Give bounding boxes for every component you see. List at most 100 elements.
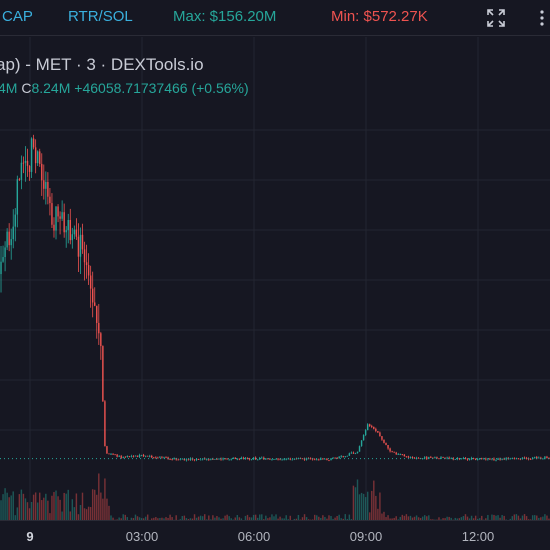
candle-body (59, 216, 61, 219)
volume-bar (360, 492, 363, 520)
candle-body (393, 451, 395, 453)
candlestick-chart[interactable] (0, 0, 550, 520)
volume-bar (534, 515, 536, 520)
volume-bar (265, 515, 267, 520)
candle-body (405, 456, 408, 458)
candle-body (413, 457, 416, 459)
candle-body (340, 456, 342, 457)
more-button[interactable] (534, 6, 550, 30)
volume-bar (256, 517, 259, 520)
candle-body (369, 424, 371, 427)
candle-body (322, 458, 324, 460)
volume-bar (369, 512, 371, 520)
candle-body (318, 459, 320, 461)
volume-bar (259, 514, 261, 520)
volume-bar (59, 499, 61, 520)
candle-body (254, 457, 257, 460)
candle-body (464, 458, 467, 459)
volume-bar (499, 517, 501, 520)
volume-bar (104, 478, 106, 520)
pair-toggle[interactable]: RTR/SOL (68, 8, 133, 25)
candles (0, 134, 550, 462)
candle-body (73, 229, 76, 235)
candle-body (256, 459, 259, 461)
candle-body (261, 457, 263, 459)
volume-bar (240, 518, 243, 520)
volume-bar (503, 515, 505, 520)
candle-body (163, 457, 165, 459)
volume-bar (134, 514, 137, 520)
volume-bar (411, 517, 414, 520)
candle-body (434, 457, 436, 459)
volume-bar (16, 507, 19, 520)
volume-bar (175, 515, 177, 520)
candle-body (381, 436, 383, 440)
volume-bar (318, 516, 320, 520)
volume-bar (481, 515, 483, 520)
volume-bar (493, 514, 495, 520)
volume-bar (326, 518, 328, 520)
volume-bar (336, 515, 338, 520)
candle-body (120, 456, 122, 458)
fullscreen-icon (487, 9, 505, 27)
candle-body (346, 455, 349, 457)
volume-bar (344, 514, 346, 520)
candle-body (438, 458, 440, 460)
volume-bar (540, 517, 542, 520)
candle-body (330, 458, 332, 461)
volume-bar (185, 518, 188, 520)
candle-body (513, 458, 516, 460)
volume-bar (466, 516, 469, 520)
volume-bar (417, 517, 420, 520)
candle-body (144, 455, 147, 457)
time-axis[interactable]: 9 03:00 06:00 09:00 12:00 (0, 520, 550, 550)
candle-body (481, 458, 483, 460)
candle-body (155, 457, 157, 459)
volume-bar (401, 514, 404, 520)
fullscreen-button[interactable] (484, 6, 508, 30)
candle-body (179, 459, 181, 461)
volume-bar (39, 492, 41, 520)
volume-bar (546, 515, 548, 520)
volume-bar (138, 517, 141, 520)
candle-body (234, 457, 236, 460)
market-cap-toggle[interactable]: CAP (2, 8, 33, 25)
volume-bar (267, 518, 269, 520)
candle-body (305, 458, 308, 460)
volume-bar (18, 494, 21, 520)
volume-bar (373, 480, 375, 520)
candle-body (226, 458, 228, 460)
volume-bar (248, 517, 251, 520)
volume-bar (548, 518, 550, 520)
candle-body (236, 458, 239, 460)
candle-body (51, 203, 53, 225)
volume-bar (448, 516, 450, 520)
candle-body (383, 439, 385, 443)
candle-body (399, 454, 401, 455)
candle-body (485, 458, 487, 460)
candle-body (334, 457, 336, 459)
candle-body (142, 455, 145, 457)
volume-bar (195, 517, 198, 520)
candle-body (100, 333, 102, 347)
volume-bar (73, 507, 76, 520)
candle-body (10, 239, 12, 246)
volume-bar (450, 517, 452, 520)
volume-bar (356, 479, 359, 520)
volume-bar (236, 514, 239, 520)
volume-bar (179, 519, 181, 520)
candle-body (364, 430, 367, 435)
volume-bar (53, 492, 55, 520)
volume-bar (6, 492, 8, 520)
candle-body (159, 456, 161, 458)
candle-body (18, 179, 21, 181)
volume-bar (252, 514, 255, 520)
candle-body (472, 457, 475, 459)
candle-body (34, 147, 37, 164)
volume-bar (0, 500, 2, 520)
candle-body (409, 457, 412, 458)
candle-body (356, 451, 359, 454)
ohlc-legend: 4M C8.24M +46058.71737466 (+0.56%) (0, 80, 249, 96)
volume-bar (521, 515, 524, 520)
volume-bar (2, 494, 4, 520)
